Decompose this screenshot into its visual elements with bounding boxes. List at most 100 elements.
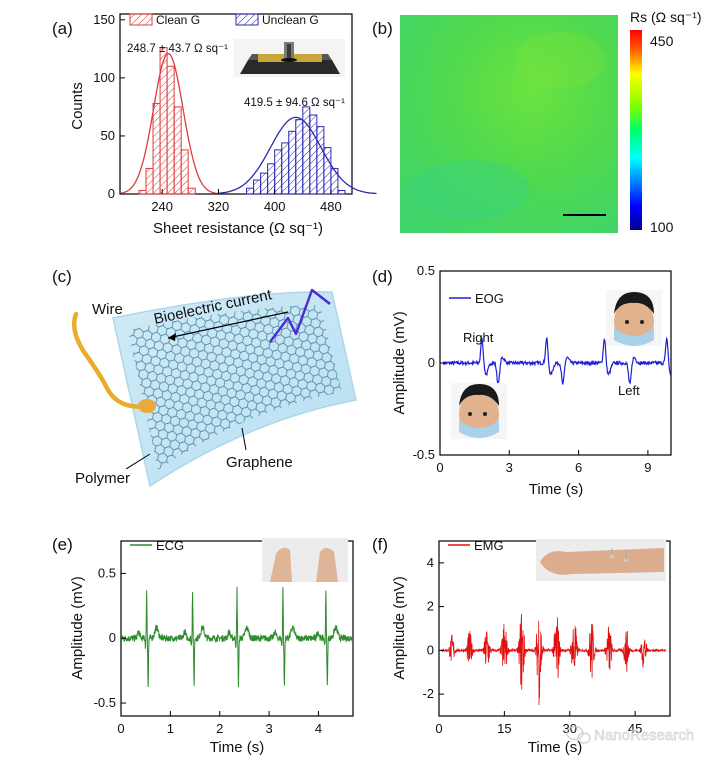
panel-f-legend-label: EMG (474, 538, 504, 553)
panel-c-graphene-lattice (128, 305, 342, 470)
panel-a-bar-unclean (316, 126, 325, 195)
panel-c-wire (72, 311, 151, 409)
panel-e-wrist-photo (262, 538, 348, 582)
panel-c-device-schematic: Wire Bioelectric current Polymer Graphen… (72, 286, 357, 488)
panel-e-ecg-plot: 0 1 2 3 4-0.500.5 ECG Time (s) Amplitude (mV… (69, 538, 354, 756)
panel-e-xtick-label: 2 (216, 721, 223, 736)
panel-c-label-polymer: Polymer (75, 470, 130, 487)
panel-d-legend-label: EOG (475, 291, 504, 306)
panel-f-ytick-label: 0 (427, 642, 434, 657)
panel-c-contact-pad (138, 399, 156, 413)
panel-f-ylabel: Amplitude (mV) (391, 576, 408, 679)
panel-e-xtick-label: 0 (117, 721, 124, 736)
panel-d-annotation-left: Left (618, 383, 640, 398)
panel-f-forearm-photo (536, 539, 666, 581)
panel-a-bars (138, 47, 346, 195)
panel-a-bar-unclean (281, 142, 290, 195)
panel-b-map-image (400, 15, 618, 233)
panel-f-xtick-label: 45 (628, 721, 642, 736)
panel-c-current-arrow-head (168, 333, 176, 341)
panel-a-ytick-label: 100 (93, 70, 115, 85)
panel-d-xtick-label: 6 (575, 460, 582, 475)
panel-a-legend-swatch-unclean (235, 13, 259, 26)
panel-label-c: (c) (52, 267, 72, 286)
panel-a-bar-unclean (274, 149, 283, 195)
wechat-icon (566, 725, 591, 744)
panel-d-xlabel: Time (s) (529, 481, 583, 498)
panel-a-bar-unclean (337, 190, 346, 195)
panel-e-xtick-label: 1 (167, 721, 174, 736)
panel-a-bar-clean (180, 149, 189, 195)
panel-b-map-variation (515, 32, 605, 88)
panel-a-ticks: 240 320 400 480 0 50 100 150 (93, 12, 341, 214)
panel-e-ecg-trace (121, 586, 353, 688)
panel-b-resistance-map: Rs (Ω sq⁻¹) 450 100 (400, 9, 702, 235)
panel-d-ytick-label: -0.5 (413, 447, 435, 462)
panel-a-annotation-unclean: 419.5 ± 94.6 Ω sq⁻¹ (244, 97, 345, 109)
panel-d-ticks: 0 3 6 9-0.500.5 (413, 263, 652, 475)
panel-a-bar-unclean (309, 114, 318, 195)
panel-d-xtick-label: 9 (644, 460, 651, 475)
panel-b-map-variation (410, 160, 530, 220)
panel-a-bar-clean (173, 106, 182, 195)
panel-d-eog-trace (442, 336, 671, 386)
panel-label-f: (f) (372, 535, 388, 554)
panel-e-xtick-label: 3 (265, 721, 272, 736)
panel-a-bar-unclean (260, 172, 269, 195)
panel-a-xtick-label: 320 (208, 199, 230, 214)
panel-label-b: (b) (372, 19, 393, 38)
panel-c-label-wire: Wire (92, 301, 123, 318)
panel-c-pointer-polymer (125, 453, 151, 470)
panel-e-ytick-label: 0.5 (98, 565, 116, 580)
panel-c-label-graphene: Graphene (226, 454, 293, 471)
panel-f-ytick-label: -2 (422, 686, 434, 701)
panel-a-bar-unclean (288, 130, 297, 195)
panel-f-xtick-label: 15 (497, 721, 511, 736)
panel-d-ytick-label: 0.5 (417, 263, 435, 278)
panel-a-bar-unclean (302, 106, 311, 195)
panel-a-legend-swatch-clean (129, 13, 153, 26)
panel-c-pointer-graphene (241, 427, 247, 451)
panel-d-face-photo-right (606, 290, 662, 346)
panel-a-bar-clean (166, 65, 175, 195)
panel-a-bar-unclean (267, 163, 276, 195)
panel-a-bar-clean (187, 187, 196, 195)
panel-c-current-arrow (167, 311, 289, 339)
panel-e-ytick-label: -0.5 (94, 695, 116, 710)
panel-a-legend-label-unclean: Unclean G (262, 13, 319, 27)
panel-a-bar-unclean (330, 167, 339, 195)
panel-a-xtick-label: 240 (151, 199, 173, 214)
panel-label-d: (d) (372, 267, 393, 286)
panel-b-colorbar-label: Rs (Ω sq⁻¹) (630, 9, 702, 25)
panel-e-ticks: 0 1 2 3 4-0.500.5 (94, 565, 322, 736)
watermark-text: NanoResearch (594, 727, 694, 744)
panel-d-eog-plot: 0 3 6 9-0.500.5 EOG Right Left Time (s) Amp… (391, 263, 672, 498)
panel-e-ylabel: Amplitude (mV) (69, 576, 86, 679)
panel-d-ytick-label: 0 (428, 355, 435, 370)
panel-e-xlabel: Time (s) (210, 739, 264, 756)
panel-a-ytick-label: 150 (93, 12, 115, 27)
panel-a-bar-clean (152, 102, 161, 195)
panel-a-ytick-label: 50 (101, 128, 115, 143)
panel-a-bar-clean (138, 190, 147, 195)
panel-a-annotation-clean: 248.7 ± 43.7 Ω sq⁻¹ (127, 43, 228, 55)
panel-f-ytick-label: 4 (427, 555, 434, 570)
panel-label-e: (e) (52, 535, 73, 554)
panel-f-xlabel: Time (s) (528, 739, 582, 756)
panel-label-a: (a) (52, 19, 73, 38)
panel-a-bar-clean (145, 167, 154, 195)
panel-c-lightning-icon (269, 288, 331, 343)
panel-a-ylabel: Counts (69, 82, 86, 130)
panel-a-legend-label-clean: Clean G (156, 13, 200, 27)
panel-d-xtick-label: 3 (506, 460, 513, 475)
panel-a-bar-unclean (246, 187, 255, 195)
panel-f-xtick-label: 0 (435, 721, 442, 736)
panel-a-xtick-label: 480 (320, 199, 342, 214)
panel-e-legend-label: ECG (156, 538, 184, 553)
panel-b-colorbar (630, 30, 642, 230)
panel-a-fit-unclean (214, 116, 377, 195)
panel-a-ytick-label: 0 (108, 186, 115, 201)
